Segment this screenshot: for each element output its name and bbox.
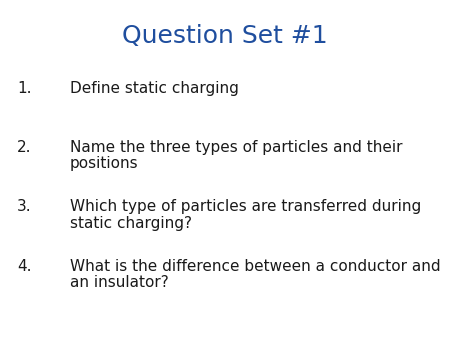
Text: Name the three types of particles and their: Name the three types of particles and th…	[70, 140, 402, 155]
Text: 4.: 4.	[17, 259, 32, 273]
Text: an insulator?: an insulator?	[70, 275, 168, 290]
Text: Question Set #1: Question Set #1	[122, 24, 328, 48]
Text: positions: positions	[70, 156, 139, 171]
Text: Define static charging: Define static charging	[70, 81, 238, 96]
Text: 2.: 2.	[17, 140, 32, 155]
Text: Which type of particles are transferred during: Which type of particles are transferred …	[70, 199, 421, 214]
Text: What is the difference between a conductor and: What is the difference between a conduct…	[70, 259, 441, 273]
Text: static charging?: static charging?	[70, 216, 192, 231]
Text: 1.: 1.	[17, 81, 32, 96]
Text: 3.: 3.	[17, 199, 32, 214]
